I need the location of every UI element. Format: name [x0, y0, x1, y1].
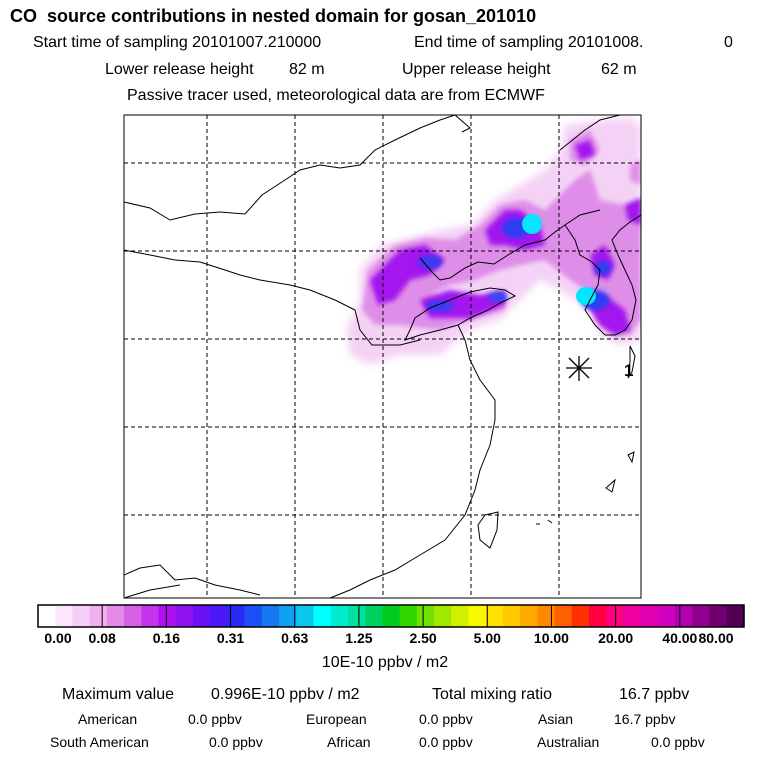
colorbar-swatch: [55, 605, 74, 627]
colorbar-swatch: [382, 605, 401, 627]
start-time-label: Start time of sampling 20101007.210000: [33, 34, 322, 51]
end-time-label: End time of sampling 20101008.: [414, 34, 644, 51]
colorbar-label: 0.00: [44, 630, 72, 646]
colorbar-swatch: [141, 605, 160, 627]
colorbar-swatch: [554, 605, 573, 627]
colorbar-label: 0.63: [281, 630, 309, 646]
source-value-african: 0.0 ppbv: [419, 734, 473, 750]
source-name-asian: Asian: [538, 711, 574, 727]
colorbar-swatch: [227, 605, 246, 627]
colorbar-swatch: [502, 605, 521, 627]
max-value: 0.996E-10 ppbv / m2: [211, 686, 360, 703]
colorbar-unit: 10E-10 ppbv / m2: [321, 654, 449, 671]
colorbar-label: 80.00: [698, 630, 734, 646]
upper-height-label: Upper release height: [402, 61, 551, 78]
plot-title: CO source contributions in nested domain…: [10, 6, 537, 26]
colorbar-label: 1.25: [345, 630, 373, 646]
upper-height-value: 62 m: [601, 61, 637, 78]
colorbar-swatch: [279, 605, 297, 627]
colorbar-swatch: [399, 605, 418, 627]
source-name-south-american: South American: [50, 734, 149, 750]
end-time-value: 0: [724, 34, 733, 51]
source-value-south-american: 0.0 ppbv: [209, 734, 263, 750]
colorbar-swatch: [692, 605, 711, 627]
colorbar-swatch: [537, 605, 556, 627]
colorbar: [37, 604, 745, 628]
colorbar-swatch: [38, 605, 56, 627]
receptor-marker-icon: [566, 356, 592, 381]
max-value-label: Maximum value: [62, 686, 175, 703]
colorbar-swatch: [709, 605, 728, 627]
colorbar-swatch: [124, 605, 142, 627]
colorbar-label: 2.50: [409, 630, 437, 646]
colorbar-label: 5.00: [473, 630, 501, 646]
colorbar-label: 20.00: [598, 630, 634, 646]
colorbar-swatch: [347, 605, 366, 627]
source-value-american: 0.0 ppbv: [188, 711, 242, 727]
colorbar-swatch: [210, 605, 229, 627]
plume-middle: [362, 130, 641, 335]
colorbar-swatch: [571, 605, 590, 627]
tracer-note: Passive tracer used, meteorological data…: [127, 87, 545, 104]
colorbar-border: [37, 604, 745, 628]
colorbar-swatch: [434, 605, 452, 627]
total-mixing-value: 16.7 ppbv: [619, 686, 690, 703]
source-value-european: 0.0 ppbv: [419, 711, 473, 727]
colorbar-swatch: [657, 605, 676, 627]
source-value-australian: 0.0 ppbv: [651, 734, 705, 750]
colorbar-swatch: [675, 605, 693, 627]
colorbar-label: 0.08: [88, 630, 116, 646]
colorbar-swatch: [640, 605, 659, 627]
colorbar-label: 40.00: [662, 630, 698, 646]
colorbar-swatch: [106, 605, 125, 627]
receptor-label: 1: [624, 361, 633, 380]
lower-height-label: Lower release height: [105, 61, 254, 78]
colorbar-label: 10.00: [533, 630, 569, 646]
colorbar-label: 0.16: [152, 630, 180, 646]
source-value-asian: 16.7 ppbv: [614, 711, 676, 727]
colorbar-swatch: [72, 605, 91, 627]
colorbar-swatch: [623, 605, 642, 627]
map-frame: [123, 114, 642, 599]
colorbar-swatch: [330, 605, 349, 627]
total-mixing-label: Total mixing ratio: [432, 686, 553, 703]
colorbar-swatch: [175, 605, 194, 627]
source-name-american: American: [78, 711, 138, 727]
colorbar-swatch: [485, 605, 504, 627]
colorbar-swatch: [365, 605, 383, 627]
source-name-australian: Australian: [537, 734, 600, 750]
colorbar-swatch: [416, 605, 435, 627]
colorbar-swatch: [451, 605, 470, 627]
colorbar-swatch: [296, 605, 315, 627]
colorbar-swatch: [313, 605, 332, 627]
colorbar-swatch: [589, 605, 607, 627]
source-name-african: African: [327, 734, 371, 750]
plume-hotspots: [418, 214, 611, 312]
lower-height-value: 82 m: [289, 61, 325, 78]
colorbar-swatch: [244, 605, 263, 627]
coastlines: [124, 115, 641, 598]
colorbar-label: 0.31: [216, 630, 245, 646]
colorbar-swatch: [89, 605, 108, 627]
colorbar-swatch: [520, 605, 538, 627]
colorbar-swatch: [261, 605, 280, 627]
gridlines: [124, 115, 641, 598]
source-name-european: European: [306, 711, 367, 727]
colorbar-swatch: [468, 605, 487, 627]
colorbar-swatch: [192, 605, 211, 627]
colorbar-swatch: [158, 605, 177, 627]
colorbar-swatch: [726, 605, 745, 627]
